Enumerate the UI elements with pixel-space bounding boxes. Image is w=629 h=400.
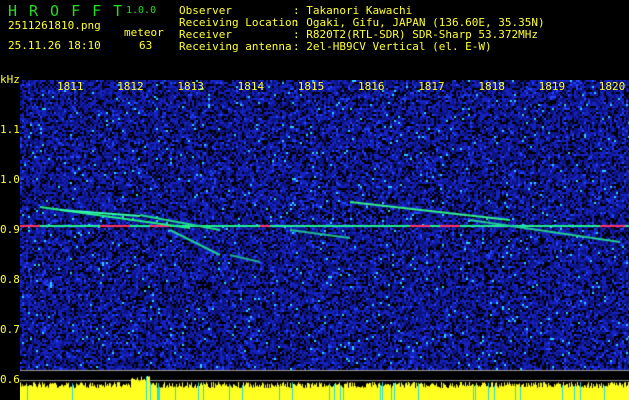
antenna-value: : 2el-HB9CV Vertical (el. E-W): [293, 40, 492, 53]
y-tick-label: 1.0: [0, 173, 20, 186]
meteor-count: 63: [139, 39, 153, 52]
receiver-label: Receiver: [179, 28, 232, 41]
spectrogram: [20, 80, 629, 400]
x-tick-label: 1812: [117, 80, 144, 93]
y-tick-label: 1.1: [0, 123, 20, 136]
location-value: : Ogaki, Gifu, JAPAN (136.60E, 35.35N): [293, 16, 545, 29]
antenna-label: Receiving antenna: [179, 40, 292, 53]
observer-value: : Takanori Kawachi: [293, 4, 413, 17]
y-tick-label: 0.9: [0, 223, 20, 236]
receiver-value: : R820T2(RTL-SDR) SDR-Sharp 53.372MHz: [293, 28, 539, 41]
y-axis-label: kHz: [0, 73, 20, 86]
y-tick-label: 0.6: [0, 373, 20, 386]
x-tick-label: 1811: [57, 80, 84, 93]
x-tick-label: 1818: [478, 80, 505, 93]
x-tick-label: 1816: [358, 80, 385, 93]
x-tick-label: 1814: [237, 80, 265, 93]
y-tick-label: 0.7: [0, 323, 20, 336]
x-tick-label: 1820: [598, 80, 626, 93]
app-version: 1.0.0: [126, 5, 157, 16]
x-tick-label: 1819: [538, 80, 566, 93]
x-tick-label: 1815: [297, 80, 325, 93]
datetime: 25.11.26 18:10: [8, 39, 101, 52]
y-tick-label: 0.8: [0, 273, 20, 286]
location-label: Receiving Location: [179, 16, 299, 29]
filename: 2511261810.png: [8, 19, 101, 32]
x-tick-label: 1817: [418, 80, 445, 93]
meteor-label: meteor: [124, 26, 164, 39]
observer-label: Observer: [179, 4, 232, 17]
x-tick-label: 1813: [177, 80, 204, 93]
app-logo: HROFFT: [8, 2, 135, 20]
